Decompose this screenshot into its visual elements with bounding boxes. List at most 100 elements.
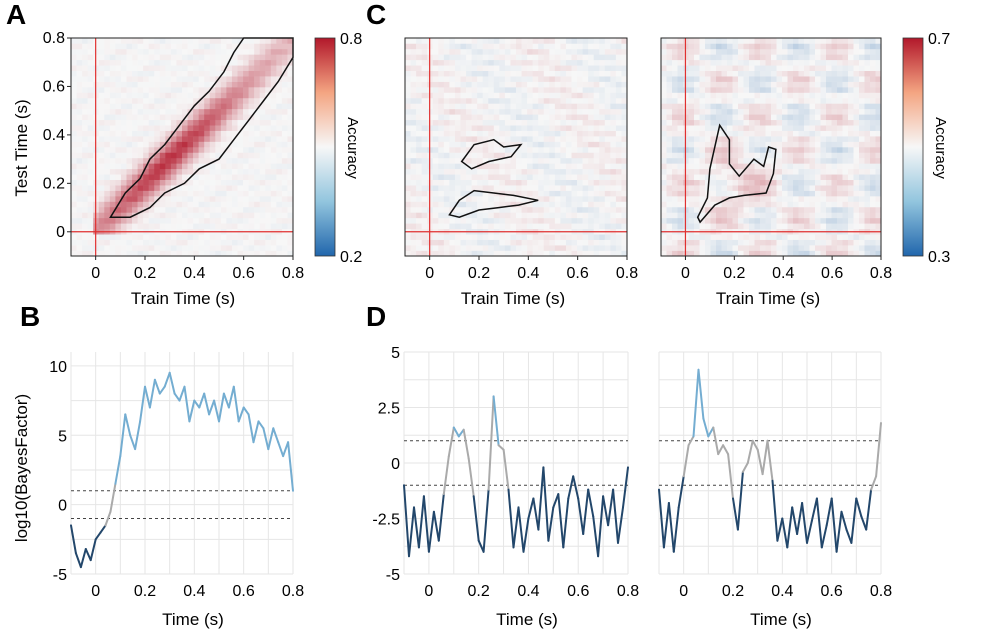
heatmap-cell [837, 114, 843, 121]
heatmap-cell [588, 168, 594, 175]
heatmap-cell [109, 234, 116, 240]
heatmap-cell [416, 87, 422, 93]
heatmap-cell [237, 206, 244, 213]
heatmap-cell [554, 196, 561, 202]
heatmap-cell [493, 48, 500, 55]
heatmap-cell [565, 157, 572, 164]
heatmap-cell [793, 48, 799, 55]
heatmap-cell [771, 114, 777, 121]
heatmap-cell [421, 157, 428, 164]
heatmap-cell [126, 108, 133, 115]
heatmap-cell [438, 174, 445, 180]
heatmap-cell [749, 119, 755, 126]
heatmap-cell [198, 92, 205, 99]
heatmap-cell [104, 54, 111, 61]
heatmap-cell [710, 217, 717, 224]
heatmap-cell [577, 103, 583, 110]
heatmap-cell [527, 185, 533, 191]
heatmap-cell [554, 179, 561, 186]
heatmap-cell [699, 92, 706, 99]
heatmap-cell [209, 92, 216, 99]
heatmap-cell [132, 196, 138, 202]
heatmap-cell [405, 43, 411, 50]
heatmap-cell [694, 119, 700, 126]
heatmap-cell [148, 130, 155, 137]
heatmap-cell [159, 70, 166, 77]
heatmap-cell [771, 136, 777, 142]
heatmap-cell [243, 54, 249, 61]
heatmap-cell [454, 239, 461, 246]
heatmap-cell [132, 245, 138, 251]
heatmap-cell [215, 234, 222, 240]
heatmap-cell [449, 174, 456, 180]
heatmap-cell [677, 97, 684, 104]
heatmap-cell [287, 114, 294, 121]
heatmap-cell [820, 125, 827, 131]
heatmap-cell [449, 152, 456, 159]
heatmap-cell [165, 87, 172, 93]
heatmap-cell [170, 125, 177, 131]
heatmap-cell [532, 174, 539, 180]
heatmap-cell [449, 114, 456, 121]
heatmap-cell [405, 147, 411, 153]
heatmap-cell [538, 103, 545, 110]
heatmap-cell [87, 108, 94, 115]
heatmap-cell [604, 125, 611, 131]
heatmap-cell [666, 141, 673, 148]
x-tick-label: 0.4 [772, 265, 794, 282]
heatmap-cell [438, 136, 445, 142]
heatmap-cell [565, 38, 572, 44]
heatmap-cell [577, 92, 583, 99]
heatmap-cell [82, 38, 88, 44]
bayes-factor-segment [134, 420, 142, 451]
heatmap-cell [104, 168, 111, 175]
heatmap-cell [599, 250, 606, 257]
colorbar-c-title: Accuracy [932, 117, 949, 179]
heatmap-cell [76, 239, 83, 246]
heatmap-cell [560, 48, 567, 55]
heatmap-cell [793, 201, 799, 208]
heatmap-cell [582, 114, 589, 121]
heatmap-cell [248, 54, 255, 61]
heatmap-cell [793, 54, 799, 61]
heatmap-cell [538, 108, 545, 115]
heatmap-cell [287, 147, 294, 153]
heatmap-cell [599, 212, 606, 219]
heatmap-cell [510, 217, 517, 224]
heatmap-cell [672, 97, 678, 104]
heatmap-cell [765, 196, 772, 202]
heatmap-cell [516, 114, 522, 121]
heatmap-cell [588, 245, 594, 251]
heatmap-cell [532, 119, 539, 126]
heatmap-cell [672, 201, 678, 208]
heatmap-cell [677, 212, 684, 219]
heatmap-cell [182, 59, 188, 66]
heatmap-cell [165, 130, 172, 137]
heatmap-cell [466, 174, 472, 180]
heatmap-cell [287, 92, 294, 99]
heatmap-cell [477, 87, 483, 93]
heatmap-cell [743, 234, 750, 240]
heatmap-cell [831, 141, 838, 148]
heatmap-cell [842, 59, 849, 66]
heatmap-cell [220, 234, 227, 240]
heatmap-cell [593, 97, 600, 104]
heatmap-cell [193, 70, 199, 77]
heatmap-cell [182, 217, 188, 224]
heatmap-cell [98, 250, 105, 257]
heatmap-cell [837, 157, 843, 164]
heatmap-cell [593, 185, 600, 191]
heatmap-cell [710, 141, 717, 148]
heatmap-cell [182, 206, 188, 213]
heatmap-cell [875, 147, 882, 153]
heatmap-cell [432, 141, 439, 148]
heatmap-cell [87, 114, 94, 121]
heatmap-cell [749, 76, 755, 82]
heatmap-cell [510, 114, 517, 121]
heatmap-cell [615, 130, 622, 137]
heatmap-cell [499, 239, 506, 246]
heatmap-cell [543, 212, 550, 219]
heatmap-cell [204, 119, 211, 126]
heatmap-cell [853, 48, 860, 55]
heatmap-cell [820, 92, 827, 99]
